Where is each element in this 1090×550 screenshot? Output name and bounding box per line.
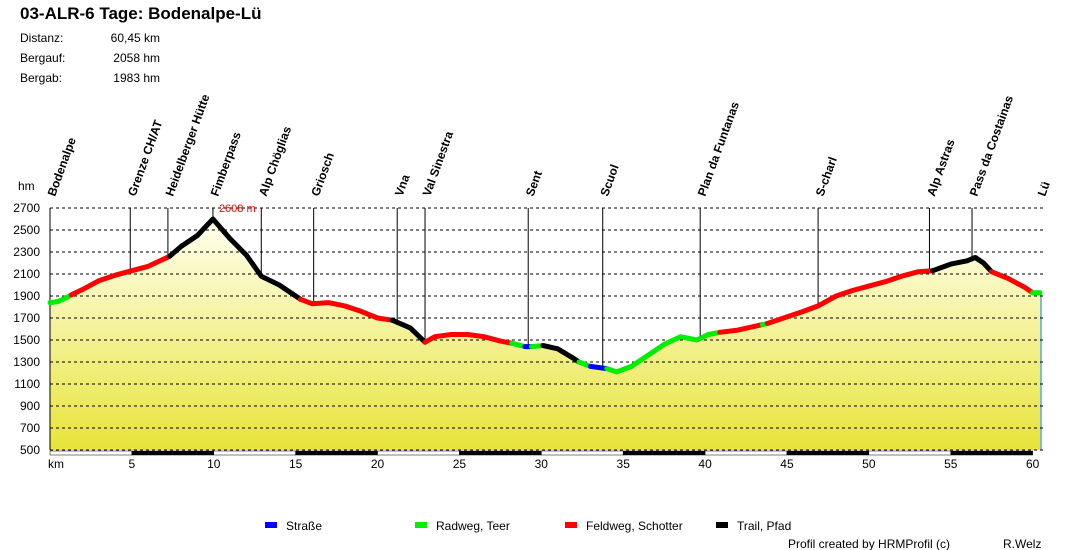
x-tick-label: 60 <box>1026 457 1040 471</box>
km-bar-segment <box>704 450 788 456</box>
waypoint-label: Grenze CH/AT <box>125 118 166 198</box>
km-bar-segment <box>131 450 215 456</box>
author-text: R.Welz <box>1003 537 1041 550</box>
max-elevation-label: 2608 m <box>219 203 256 215</box>
waypoint-label: Vna <box>392 172 413 198</box>
km-bar-segment <box>295 450 378 456</box>
y-tick-label: 1700 <box>13 311 40 325</box>
y-axis-label: hm <box>18 179 35 193</box>
x-tick-label: 5 <box>129 457 136 471</box>
legend-swatch-trail <box>716 522 728 528</box>
track-segment <box>764 268 936 326</box>
y-tick-label: 900 <box>20 399 40 413</box>
track-segment <box>422 332 515 346</box>
waypoint-label: S-charl <box>813 155 840 198</box>
track-segment <box>587 363 610 372</box>
legend-label: Feldweg, Schotter <box>586 519 683 533</box>
legend-swatch-strasse <box>265 522 277 528</box>
waypoint-label: Heidelberger Hütte <box>163 92 213 198</box>
waypoint-label: Sent <box>523 169 545 198</box>
x-tick-label: 20 <box>371 457 385 471</box>
waypoint-label: Alp Chöglias <box>256 124 294 198</box>
x-tick-label: 50 <box>862 457 876 471</box>
km-bar-segment <box>622 450 706 456</box>
page-title: 03-ALR-6 Tage: Bodenalpe-Lü <box>20 4 262 23</box>
stat-value: 1983 hm <box>113 71 160 85</box>
y-tick-label: 2500 <box>13 223 40 237</box>
x-tick-label: 25 <box>453 457 467 471</box>
stat-label: Bergab: <box>20 71 63 85</box>
x-tick-label: 40 <box>698 457 712 471</box>
waypoint-label: Val Sinestra <box>420 129 457 198</box>
km-bar-segment <box>868 450 951 456</box>
y-tick-label: 500 <box>20 443 40 457</box>
y-tick-label: 700 <box>20 421 40 435</box>
x-tick-label: 15 <box>289 457 303 471</box>
stat-label: Distanz: <box>20 31 64 45</box>
stat-value: 2058 hm <box>113 51 160 65</box>
x-tick-label: 30 <box>535 457 549 471</box>
track-segment <box>167 216 304 302</box>
km-bar-segment <box>213 450 296 456</box>
km-bar-segment <box>459 450 542 456</box>
legend-label: Radweg, Teer <box>436 519 510 533</box>
km-bar-segment <box>786 450 870 456</box>
km-bar-segment <box>541 450 624 456</box>
stat-label: Bergauf: <box>20 51 66 65</box>
track-segment <box>389 317 428 345</box>
legend-swatch-feldweg <box>565 522 577 528</box>
elevation-area <box>50 219 1040 450</box>
stat-descent: Bergab: 1983 hm <box>20 71 160 85</box>
track-segment <box>298 296 395 323</box>
x-tick-label: 10 <box>207 457 221 471</box>
waypoint-label: Pass da Costainas <box>967 93 1017 198</box>
track-segment <box>47 292 74 306</box>
waypoint-label: Griosch <box>308 151 337 198</box>
stat-value: 60,45 km <box>110 31 160 45</box>
y-tick-label: 1100 <box>14 377 40 391</box>
credit-text: Profil created by HRMProfil (c) <box>788 537 950 550</box>
track-segment <box>540 343 582 365</box>
km-bar-segment <box>49 450 133 456</box>
x-axis-label: km <box>48 457 64 471</box>
track-segment <box>604 329 723 375</box>
y-tick-label: 2100 <box>13 267 40 281</box>
waypoint-label: Bodenalpe <box>45 135 79 198</box>
stat-distance: Distanz: 60,45 km <box>20 31 160 45</box>
x-tick-label: 35 <box>617 457 631 471</box>
stat-ascent: Bergauf: 2058 hm <box>20 51 160 65</box>
waypoint-label: Plan da Funtanas <box>695 100 742 198</box>
km-bar-segment <box>950 450 1033 456</box>
legend-label: Trail, Pfad <box>737 519 791 533</box>
track-segment <box>717 322 765 335</box>
legend-label: Straße <box>286 519 322 533</box>
waypoint-label: Scuol <box>597 163 621 198</box>
y-tick-label: 2700 <box>13 201 40 215</box>
y-tick-label: 1300 <box>13 355 40 369</box>
waypoint-label: Lü <box>1035 179 1053 198</box>
waypoint-label: Alp Astras <box>924 137 958 198</box>
x-tick-label: 55 <box>944 457 958 471</box>
y-tick-label: 2300 <box>13 245 40 259</box>
legend: Straße Radweg, Teer Feldweg, Schotter Tr… <box>265 519 791 533</box>
track-segment <box>930 255 995 275</box>
track-segment <box>68 253 173 298</box>
y-tick-label: 1900 <box>13 289 40 303</box>
km-bar-segment <box>377 450 460 456</box>
track-segment <box>989 269 1036 296</box>
x-tick-label: 45 <box>780 457 794 471</box>
y-tick-label: 1500 <box>13 333 40 347</box>
legend-swatch-radweg <box>415 522 427 528</box>
waypoint-label: Fimberpass <box>208 130 244 198</box>
